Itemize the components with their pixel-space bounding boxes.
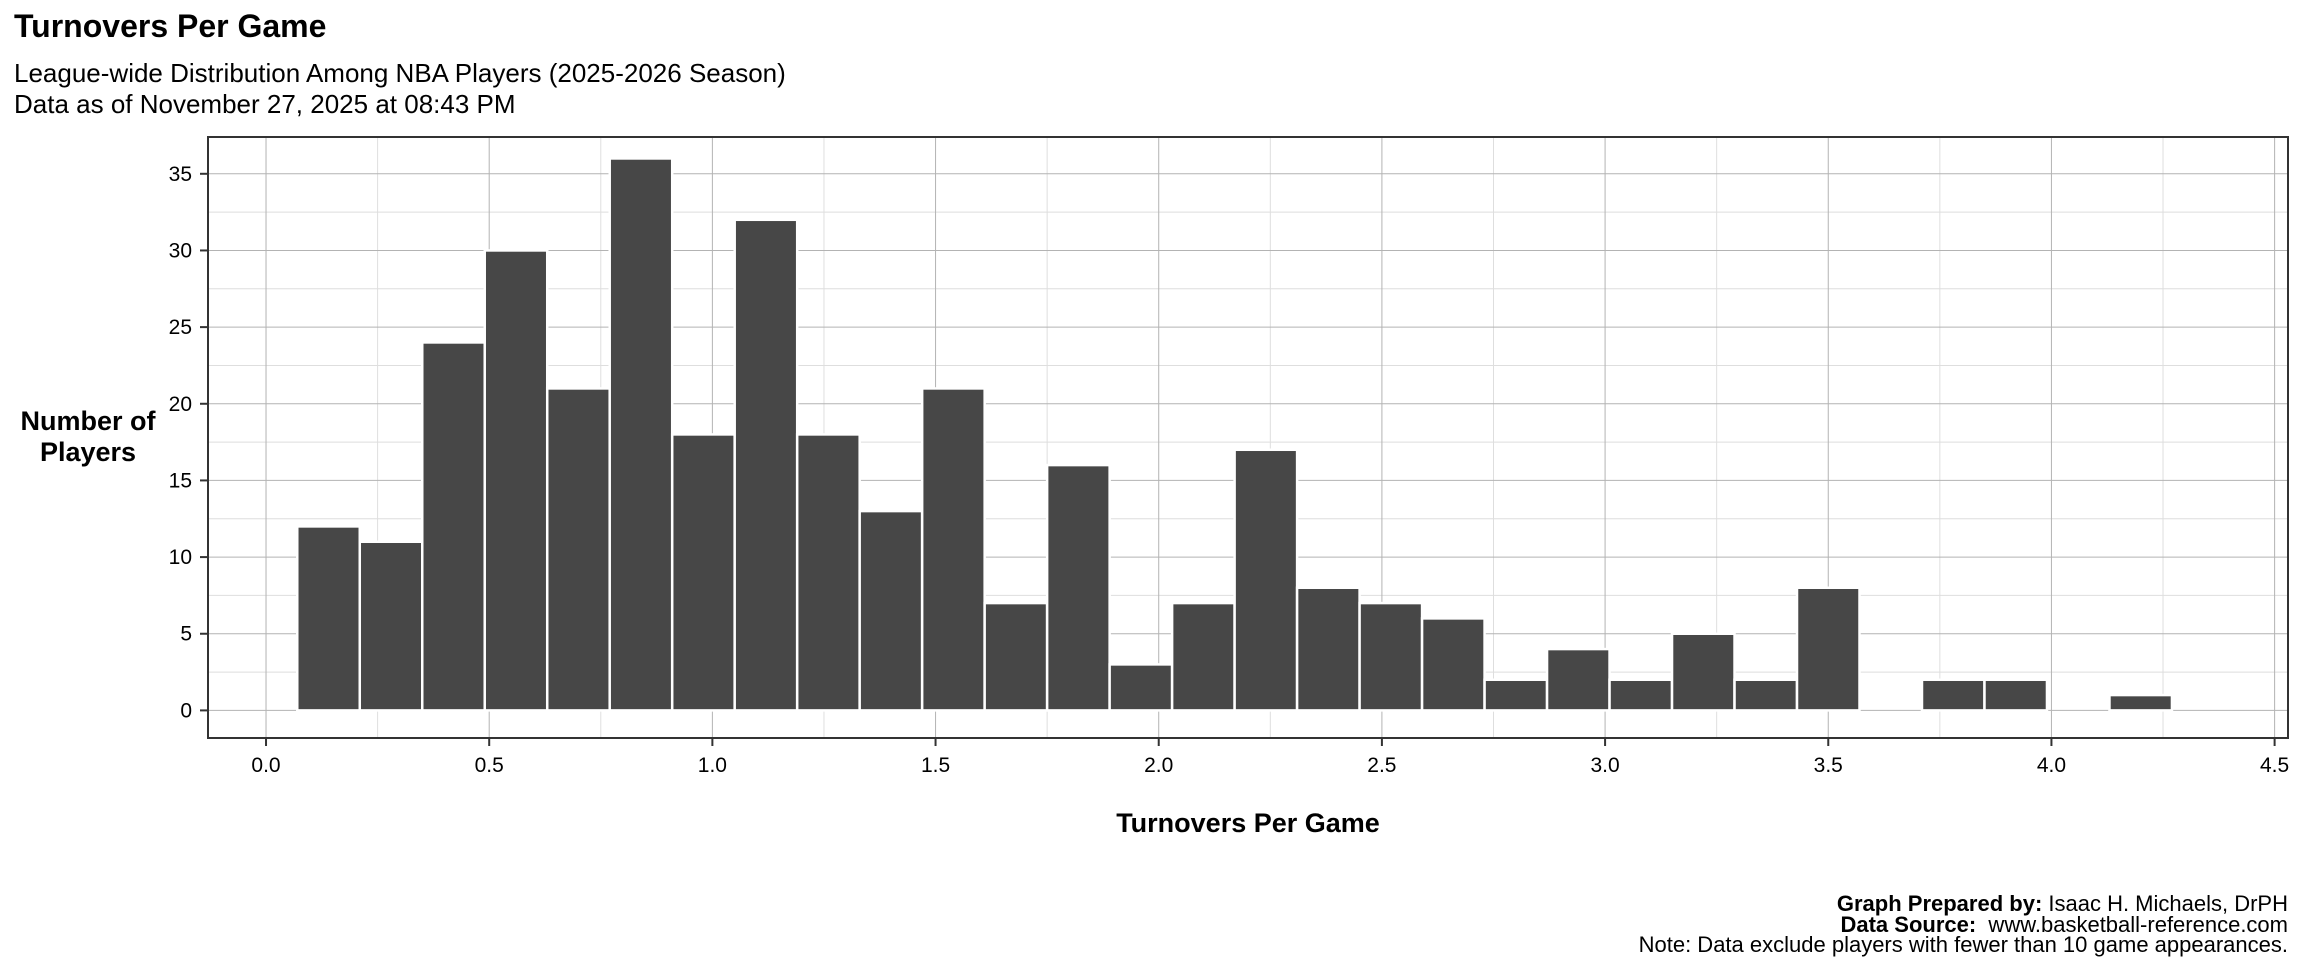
plot-frame [207,136,2289,739]
histogram-bar [1170,601,1236,712]
histogram-bar [1920,678,1986,712]
histogram-bar [483,249,549,712]
histogram-bar [920,387,986,712]
histogram-bar [358,540,424,712]
y-tick-label: 5 [180,623,192,646]
subtitle-line-2: Data as of November 27, 2025 at 08:43 PM [14,89,516,119]
y-tick-label: 30 [169,239,192,262]
y-tick-label: 10 [169,546,192,569]
histogram-bar [1108,663,1174,712]
histogram-bar [1483,678,1549,712]
histogram-bar [858,509,924,712]
histogram-bar [1420,617,1486,712]
histogram-bar [733,218,799,712]
y-axis-label: Number of Players [20,406,156,467]
y-tick-label: 25 [169,316,192,339]
histogram-bar [545,387,611,712]
y-tick-label: 0 [180,699,192,722]
y-tick-label: 15 [169,469,192,492]
histogram-bar [1733,678,1799,712]
chart-subtitle: League-wide Distribution Among NBA Playe… [14,58,786,120]
data-note: Note: Data exclude players with fewer th… [1638,932,2288,957]
chart-title: Turnovers Per Game [14,8,327,44]
x-tick-label: 2.5 [1367,754,1396,777]
x-tick-label: 3.0 [1590,754,1619,777]
histogram-bar [608,157,674,712]
x-tick-label: 0.5 [475,754,504,777]
histogram-bar [1045,463,1111,712]
y-tick-label: 20 [169,393,192,416]
x-tick-label: 0.0 [251,754,280,777]
y-tick-label: 35 [169,163,192,186]
x-tick-label: 1.0 [698,754,727,777]
prepared-by: Graph Prepared by: Isaac H. Michaels, Dr… [1836,891,2288,916]
x-tick-label: 4.0 [2037,754,2066,777]
caption: Graph Prepared by: Isaac H. Michaels, Dr… [1836,891,2288,937]
x-tick-label: 2.0 [1144,754,1173,777]
histogram-bar [670,433,736,712]
histogram-bar [296,525,362,712]
histogram-bar [983,601,1049,712]
x-tick-label: 3.5 [1814,754,1843,777]
subtitle-line-1: League-wide Distribution Among NBA Playe… [14,58,786,88]
histogram-bar [795,433,861,712]
histogram-bar [1295,586,1361,712]
histogram-bar [2108,693,2174,712]
histogram-bar [1233,448,1299,712]
histogram-bar [1608,678,1674,712]
histogram-bar [1670,632,1736,712]
x-tick-label: 1.5 [921,754,950,777]
histogram-bar [420,341,486,712]
x-tick-label: 4.5 [2260,754,2289,777]
histogram-bar [1983,678,2049,712]
histogram-bar [1545,647,1611,712]
histogram-bar [1358,601,1424,712]
data-source: Data Source: www.basketball-reference.co… [1840,912,2288,937]
x-axis-label: Turnovers Per Game [1116,808,1380,838]
histogram-bar [1795,586,1861,712]
